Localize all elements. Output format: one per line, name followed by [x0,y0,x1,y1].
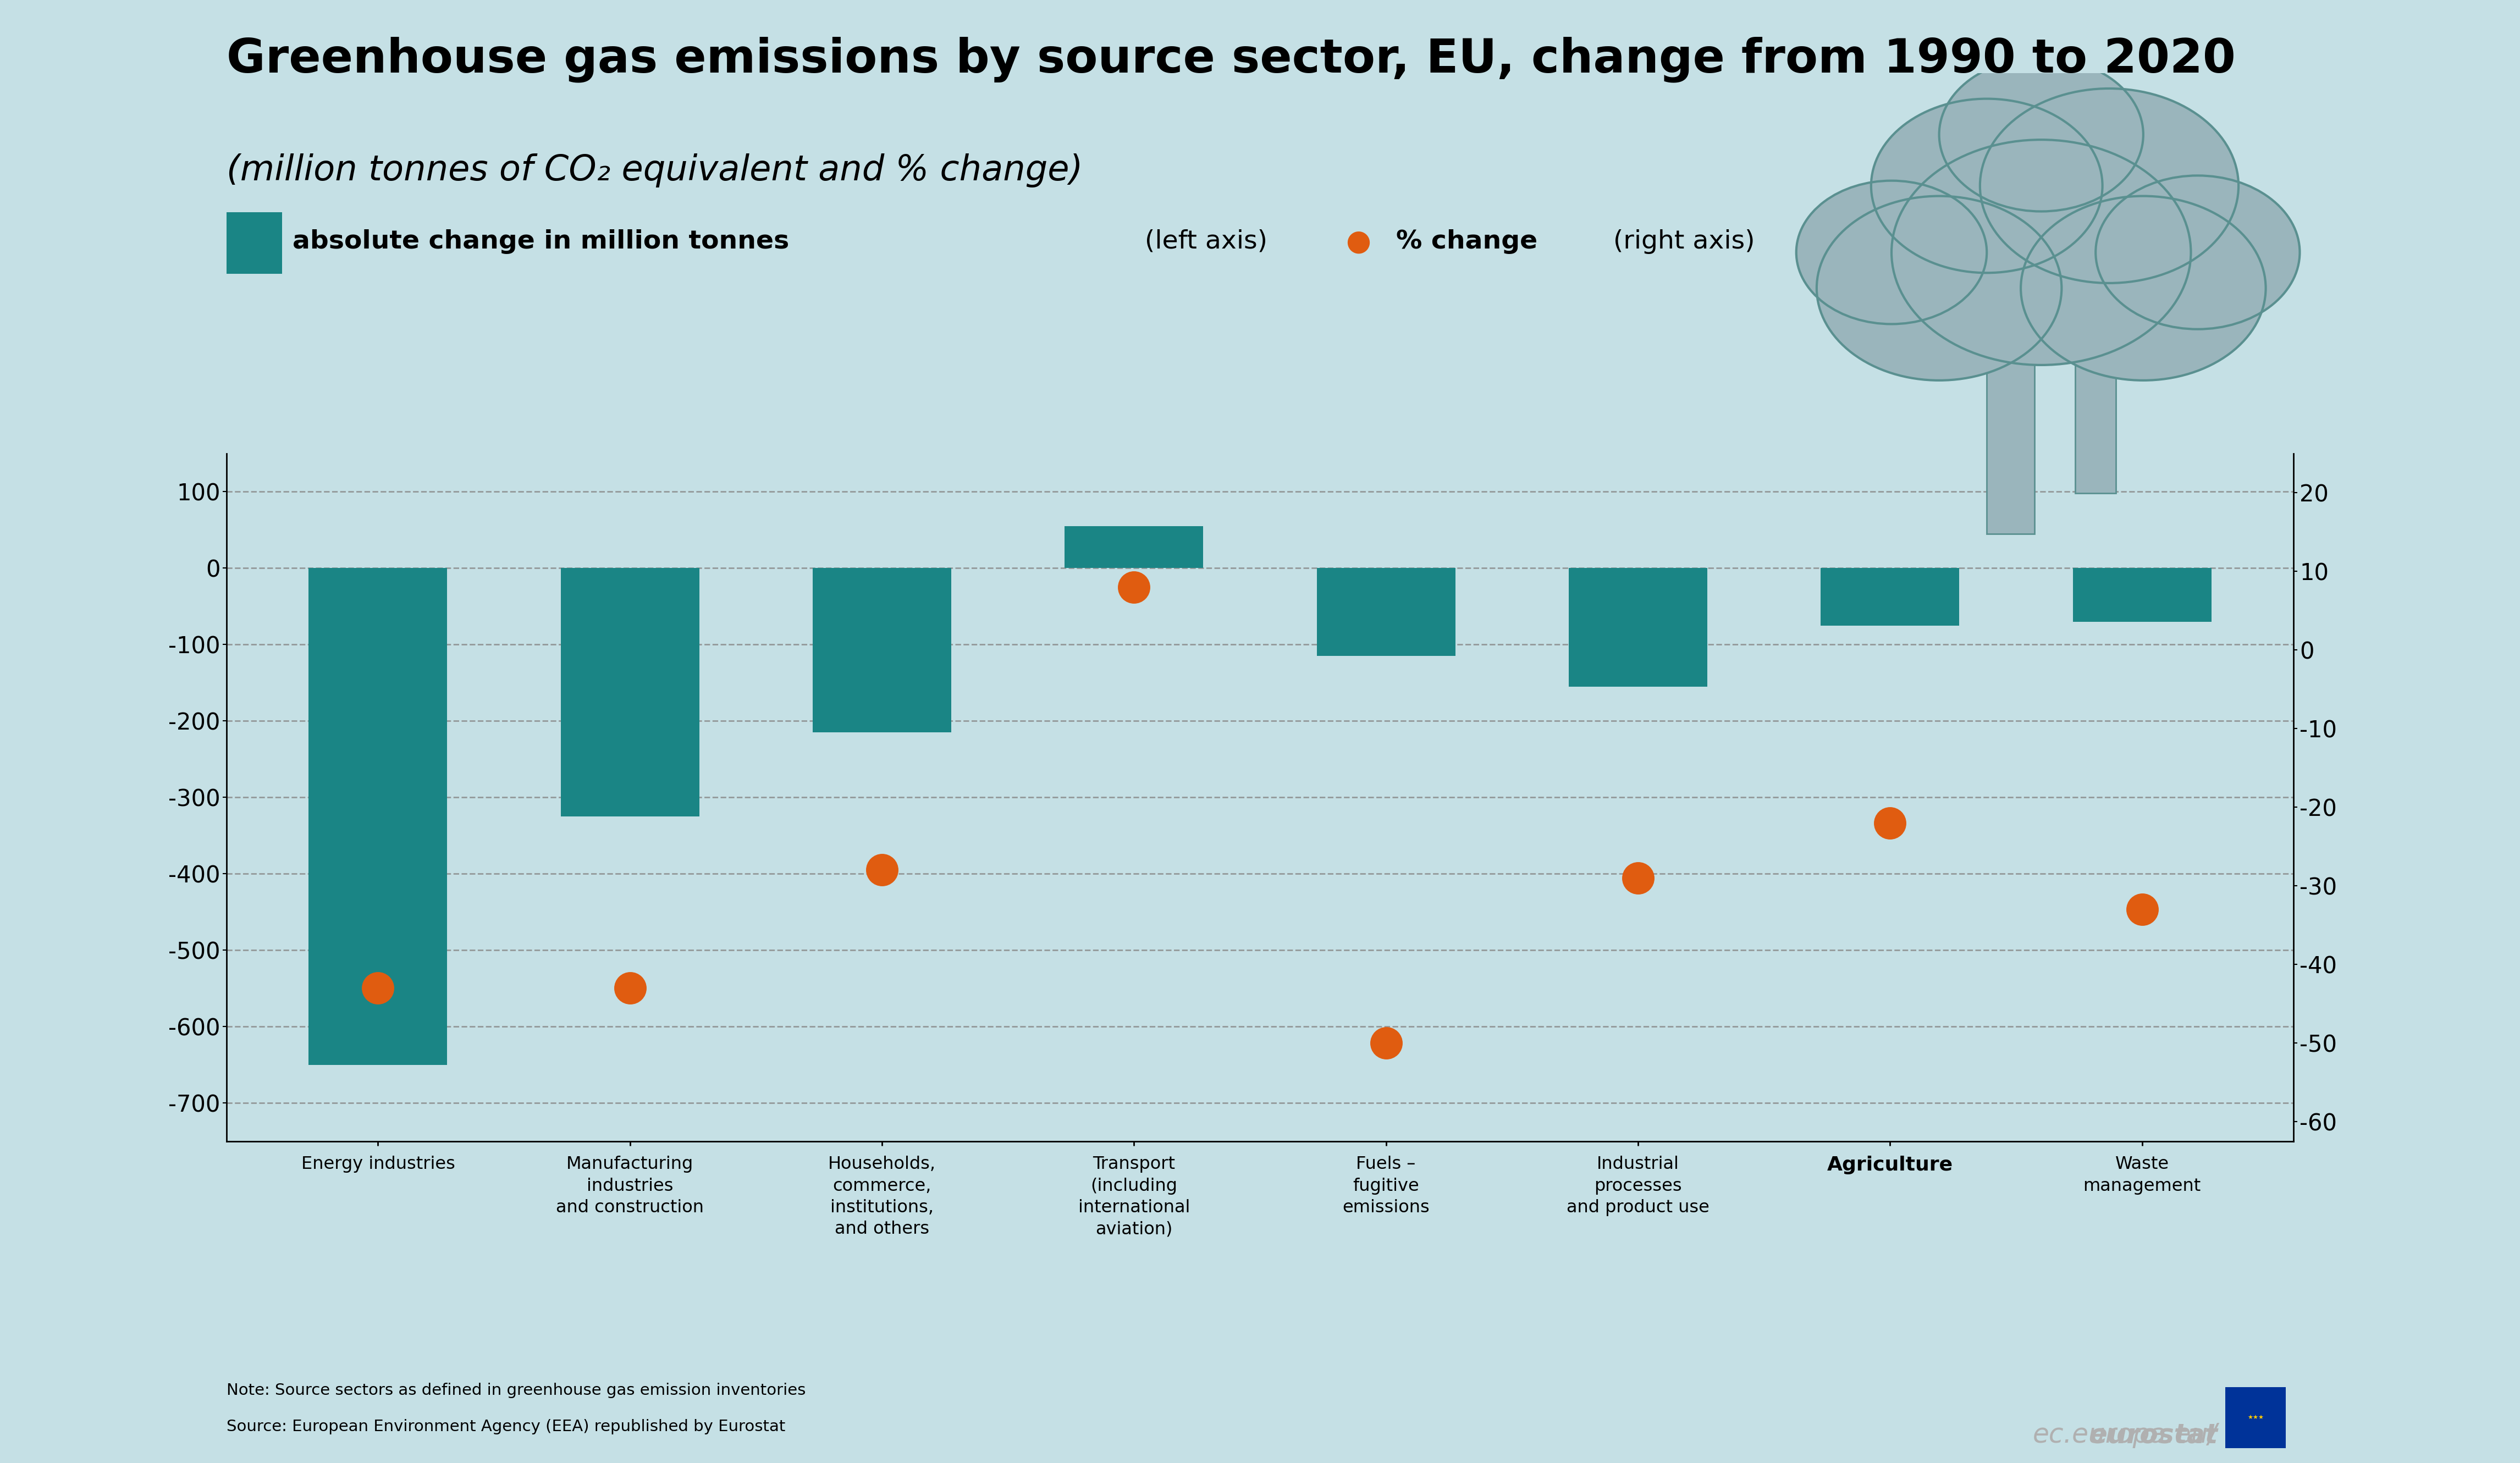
Bar [1567,568,1709,686]
Point [2122,898,2162,922]
Circle shape [2097,176,2301,329]
Bar [310,568,449,1065]
Point [862,859,902,882]
Text: Note: Source sectors as defined in greenhouse gas emission inventories: Note: Source sectors as defined in green… [227,1383,806,1399]
Bar [559,568,701,816]
Point [1618,866,1658,890]
Bar [2071,568,2213,622]
Bar [2076,315,2117,493]
Bar [1819,568,1961,626]
Point [1870,811,1910,834]
Text: (right axis): (right axis) [1605,230,1754,253]
Text: ★★★: ★★★ [2248,1415,2263,1421]
Text: Manufacturing
industries
and construction: Manufacturing industries and constructio… [557,1156,703,1216]
Point [610,976,650,999]
Text: Greenhouse gas emissions by source sector, EU, change from 1990 to 2020: Greenhouse gas emissions by source secto… [227,37,2235,82]
Text: ec.europa.eu/: ec.europa.eu/ [2034,1422,2218,1448]
Text: ●: ● [1346,227,1371,256]
Circle shape [1981,89,2238,284]
Point [358,976,398,999]
Circle shape [1817,196,2061,380]
Text: eurostat: eurostat [1996,1422,2218,1448]
Text: (million tonnes of CO₂ equivalent and % change): (million tonnes of CO₂ equivalent and % … [227,154,1084,187]
Text: Fuels –
fugitive
emissions: Fuels – fugitive emissions [1343,1156,1429,1216]
Bar [1986,319,2034,534]
Circle shape [1893,140,2190,366]
Circle shape [1872,99,2102,272]
Text: Agriculture: Agriculture [1827,1156,1953,1175]
Circle shape [2021,196,2265,380]
Text: Source: European Environment Agency (EEA) republished by Eurostat: Source: European Environment Agency (EEA… [227,1419,786,1435]
Text: absolute change in million tonnes: absolute change in million tonnes [292,230,789,253]
Bar [814,568,953,733]
Bar [1066,527,1205,568]
Text: Households,
commerce,
institutions,
and others: Households, commerce, institutions, and … [829,1156,935,1238]
Text: % change: % change [1396,230,1537,253]
Text: Waste
management: Waste management [2084,1156,2200,1194]
Point [1114,575,1154,598]
Circle shape [1940,59,2145,211]
Text: (left axis): (left axis) [1137,230,1268,253]
Point [1366,1031,1406,1055]
Circle shape [1797,181,1986,325]
Bar [1318,568,1457,655]
Text: Energy industries: Energy industries [300,1156,456,1173]
Text: Transport
(including
international
aviation): Transport (including international aviat… [1079,1156,1189,1238]
Text: Industrial
processes
and product use: Industrial processes and product use [1567,1156,1709,1216]
